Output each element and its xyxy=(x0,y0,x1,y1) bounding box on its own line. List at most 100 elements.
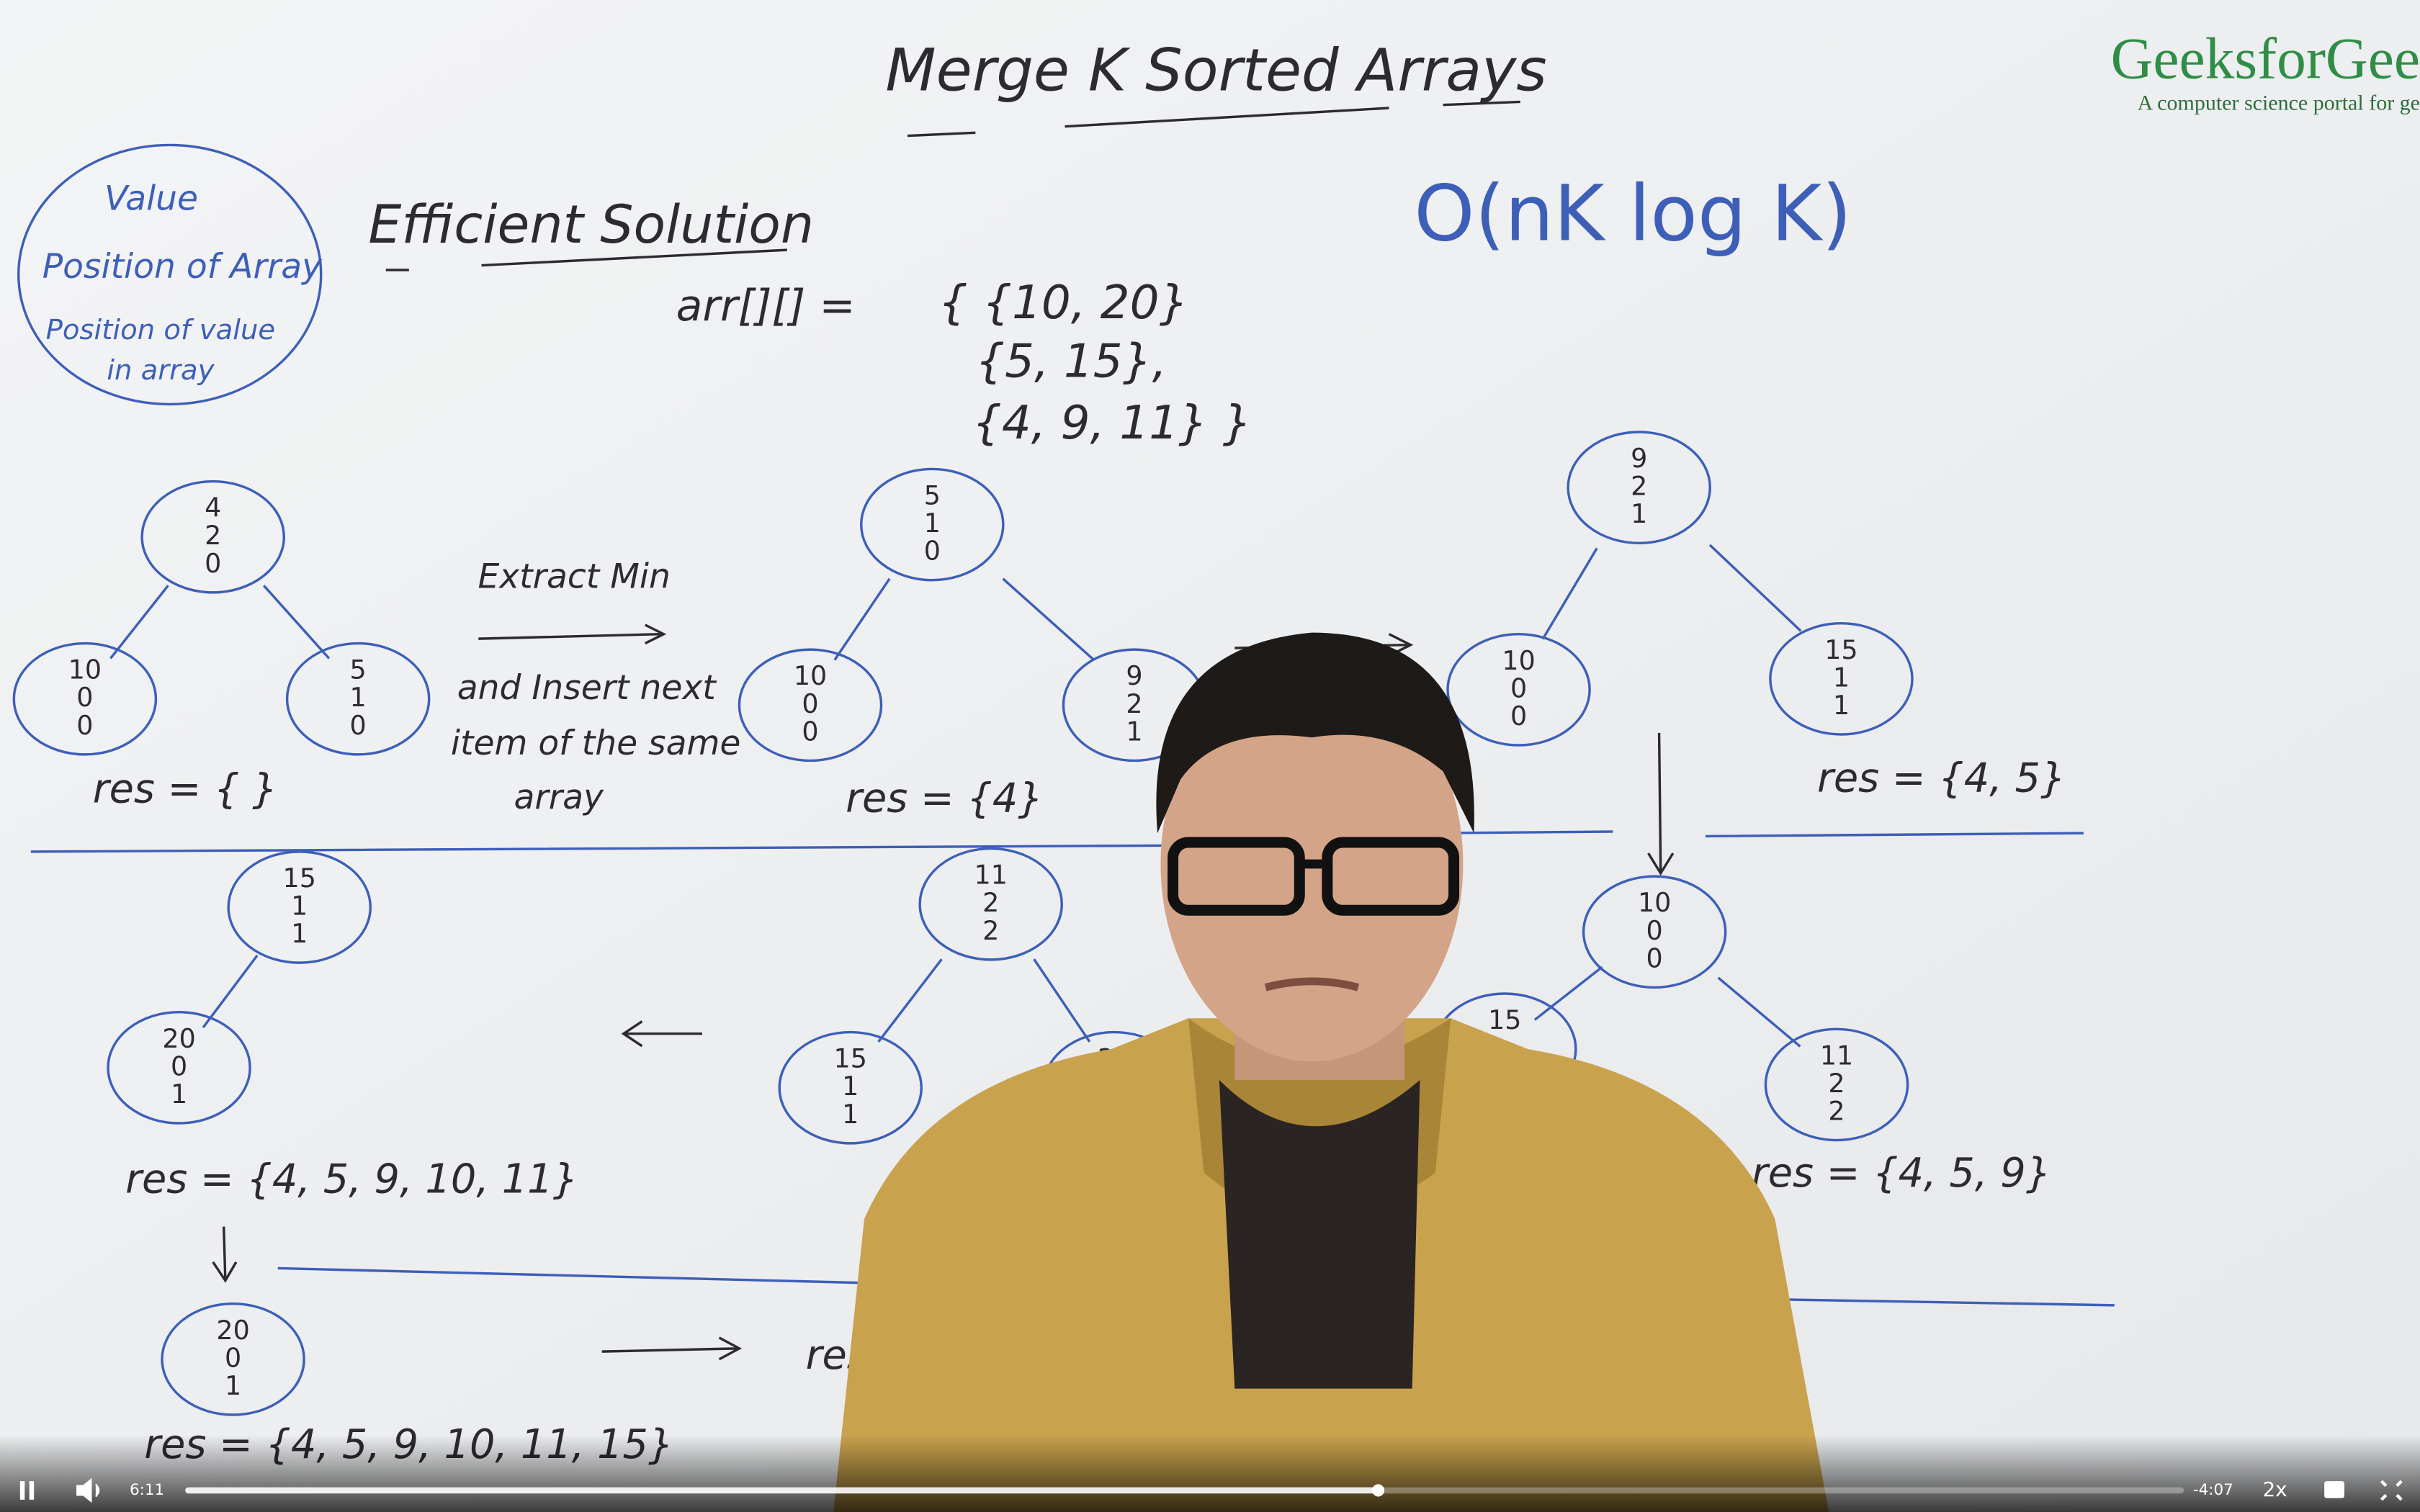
presenter xyxy=(833,632,1829,1512)
node-value: 1 xyxy=(225,1370,241,1401)
volume-button[interactable] xyxy=(76,1477,100,1503)
node-value: 10 xyxy=(68,654,102,685)
note-line: Value xyxy=(104,179,198,219)
step-text: item of the same xyxy=(451,724,741,763)
node-value: 1 xyxy=(1833,662,1850,693)
node-value: 0 xyxy=(802,688,818,719)
node-value: 2 xyxy=(1631,471,1647,502)
node-value: 15 xyxy=(1488,1004,1521,1035)
node-value: 10 xyxy=(1502,645,1535,676)
node-value: 1 xyxy=(1126,716,1142,747)
node-value: 10 xyxy=(794,660,827,691)
result: res = {4, 5} xyxy=(1817,755,2066,801)
speed-button[interactable]: 2x xyxy=(2262,1477,2287,1501)
tagline: A computer science portal for ge xyxy=(2138,91,2420,115)
elapsed-time: 6:11 xyxy=(130,1481,164,1499)
node-value: 1 xyxy=(171,1079,187,1110)
pause-button[interactable] xyxy=(19,1481,35,1500)
node-value: 20 xyxy=(162,1023,195,1054)
node-value: 2 xyxy=(205,520,221,551)
node-value: 0 xyxy=(205,548,221,579)
result: res = {4, 5, 9} xyxy=(1752,1150,2051,1197)
tree-node xyxy=(860,467,1005,582)
node-value: 0 xyxy=(76,682,93,713)
node-value: 11 xyxy=(1820,1040,1853,1071)
node-value: 1 xyxy=(842,1099,859,1130)
array-line: { {10, 20} xyxy=(938,276,1189,330)
node-value: 1 xyxy=(1833,690,1850,721)
tree-node xyxy=(161,1302,305,1416)
tree-node xyxy=(1582,875,1727,989)
tree-node xyxy=(107,1011,251,1125)
node-value: 20 xyxy=(216,1315,249,1346)
tree-edge xyxy=(109,585,169,660)
node-value: 0 xyxy=(225,1342,241,1373)
exit-fullscreen-button[interactable] xyxy=(2380,1480,2403,1501)
tree-edge xyxy=(1541,547,1598,640)
node-value: 15 xyxy=(1824,634,1857,665)
arrows xyxy=(30,624,2115,1361)
node-value: 0 xyxy=(1646,942,1663,973)
array-line: {4, 9, 11} } xyxy=(972,396,1252,450)
node-value: 0 xyxy=(924,536,941,567)
tree-edge xyxy=(1033,958,1091,1043)
node-value: 1 xyxy=(1631,498,1647,529)
tree-node xyxy=(1769,621,1914,736)
node-value: 2 xyxy=(1828,1096,1845,1127)
node-value: 0 xyxy=(1510,672,1527,703)
node-value: 2 xyxy=(982,887,999,918)
progress-handle[interactable] xyxy=(1372,1484,1385,1497)
tree-node xyxy=(12,642,158,756)
node-value: 5 xyxy=(350,654,367,685)
result: res = {4} xyxy=(846,775,1044,822)
node-value: 1 xyxy=(350,682,367,713)
node-value: 0 xyxy=(1646,915,1663,946)
node-value: 1 xyxy=(924,508,941,539)
node-value: 15 xyxy=(834,1043,867,1074)
node-value: 2 xyxy=(1828,1068,1845,1099)
node-value: 2 xyxy=(982,915,999,946)
node-value: 2 xyxy=(1126,688,1142,719)
tree-node xyxy=(1446,632,1591,747)
node-value: 1 xyxy=(291,918,308,949)
tree-edge xyxy=(833,577,891,661)
tree-edge xyxy=(262,585,331,660)
board-title: Merge K Sorted Arrays xyxy=(885,36,1546,104)
tree-node xyxy=(738,648,883,762)
heading: Efficient Solution xyxy=(368,194,814,256)
note-line: Position of Array xyxy=(42,247,323,287)
control-bar xyxy=(0,1434,2420,1512)
node-value: 11 xyxy=(974,860,1008,891)
captions-button[interactable] xyxy=(2324,1481,2344,1498)
node-value: 9 xyxy=(1126,660,1142,691)
complexity: O(nK log K) xyxy=(1414,170,1852,259)
array-line: arr[][] = xyxy=(676,281,856,331)
tree-node xyxy=(140,480,285,594)
note-circle xyxy=(17,143,323,406)
tree-edge xyxy=(1708,544,1802,632)
tree-edge xyxy=(877,958,943,1043)
note-line: in array xyxy=(107,354,215,387)
node-value: 4 xyxy=(205,492,221,523)
note-line: Position of value xyxy=(46,314,276,346)
node-value: 1 xyxy=(291,891,308,922)
node-value: 0 xyxy=(350,710,367,741)
underline xyxy=(385,248,787,271)
tree-node xyxy=(227,850,372,964)
progress-played xyxy=(185,1487,1379,1494)
node-value: 0 xyxy=(76,710,93,741)
tree-edge xyxy=(1002,577,1095,661)
step-text: Extract Min xyxy=(478,557,670,597)
tree-node xyxy=(918,847,1063,961)
node-value: 15 xyxy=(283,863,316,894)
tree-edge xyxy=(1533,966,1603,1021)
tree-node xyxy=(778,1030,923,1145)
step-text: array xyxy=(514,778,605,817)
result: res = { } xyxy=(93,765,278,812)
node-value: 10 xyxy=(1638,887,1671,918)
remaining-time: -4:07 xyxy=(2193,1481,2233,1499)
node-value: 9 xyxy=(1631,443,1647,474)
result: res = {4, 5, 9, 10, 11} xyxy=(125,1156,578,1203)
